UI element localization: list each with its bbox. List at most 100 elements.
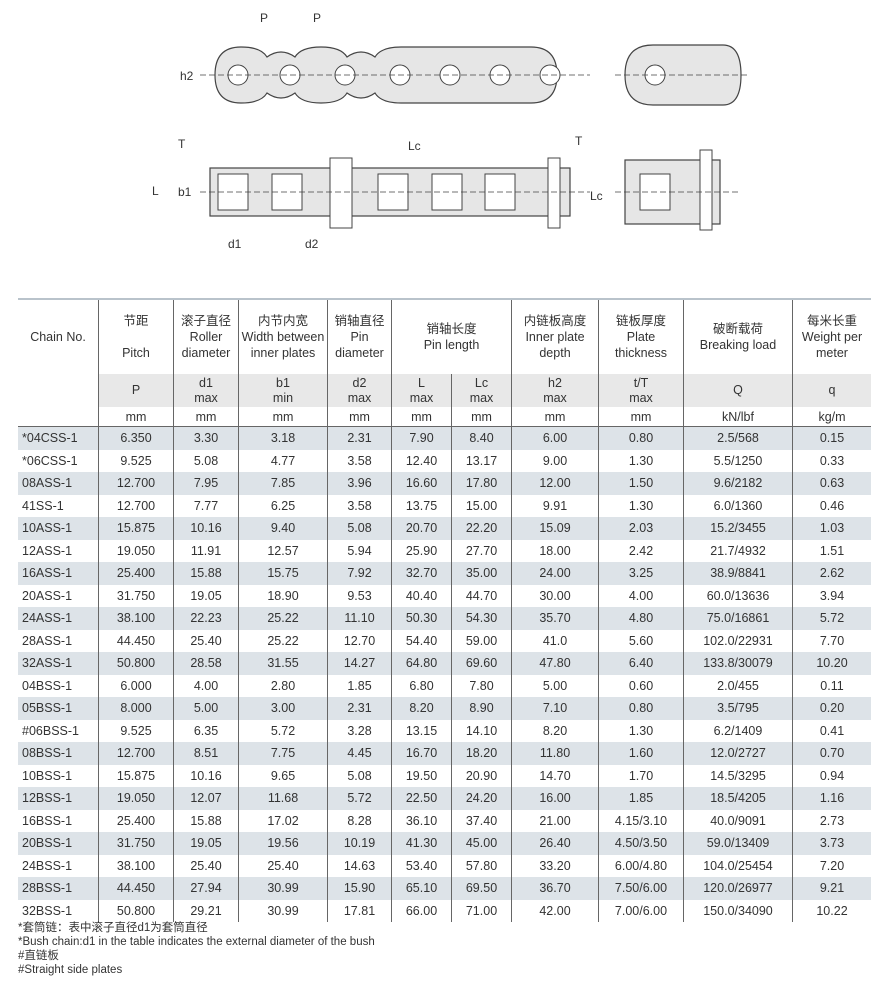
value-cell: 5.94 — [327, 539, 392, 562]
value-cell: 3.96 — [327, 472, 392, 495]
value-cell: 38.100 — [98, 607, 174, 630]
value-cell: 40.0/9091 — [683, 809, 793, 832]
value-cell: 6.35 — [173, 719, 239, 742]
value-cell: 6.2/1409 — [683, 719, 793, 742]
value-cell: 20.90 — [451, 764, 512, 787]
value-cell: 30.99 — [238, 877, 328, 900]
value-cell: 19.050 — [98, 539, 174, 562]
value-cell: 0.41 — [792, 719, 871, 742]
value-cell: 19.50 — [391, 764, 452, 787]
value-cell: 32.70 — [391, 562, 452, 585]
value-cell: 53.40 — [391, 854, 452, 877]
value-cell: 36.10 — [391, 809, 452, 832]
chain-no-cell: 10BSS-1 — [22, 768, 73, 783]
header-weight: 每米长重 Weight per meter — [792, 299, 871, 374]
value-cell: 65.10 — [391, 877, 452, 900]
value-cell: 18.00 — [511, 539, 599, 562]
value-cell: 19.050 — [98, 787, 174, 810]
unit-blank — [18, 407, 99, 427]
table-row: 12ASS-1 19.050 11.91 12.57 5.94 25.90 27.70 18.… — [18, 539, 871, 562]
value-cell: 9.53 — [327, 584, 392, 607]
value-cell: 13.75 — [391, 494, 452, 517]
table-row: 20BSS-1 31.750 19.05 19.56 10.19 41.30 45.00 26… — [18, 832, 871, 855]
value-cell: 3.18 — [238, 426, 328, 450]
table-row: 04BSS-1 6.000 4.00 2.80 1.85 6.80 7.80 5.00 0.60… — [18, 674, 871, 697]
value-cell: 19.05 — [173, 584, 239, 607]
value-cell: 6.0/1360 — [683, 494, 793, 517]
value-cell: 7.77 — [173, 494, 239, 517]
value-cell: 28.58 — [173, 652, 239, 675]
value-cell: 1.60 — [598, 742, 684, 765]
value-cell: 8.20 — [391, 697, 452, 720]
table-row: 10ASS-1 15.875 10.16 9.40 5.08 20.70 22.20 15.0… — [18, 517, 871, 540]
symbol-cell: d1 max — [173, 374, 239, 407]
table-row: 32ASS-1 50.800 28.58 31.55 14.27 64.80 69.60 47… — [18, 652, 871, 675]
value-cell: 35.70 — [511, 607, 599, 630]
unit-cell: kN/lbf — [683, 407, 793, 427]
value-cell: 25.90 — [391, 539, 452, 562]
value-cell: 0.94 — [792, 764, 871, 787]
value-cell: 102.0/22931 — [683, 629, 793, 652]
value-cell: 4.77 — [238, 449, 328, 472]
chain-no-cell: 28BSS-1 — [18, 877, 99, 900]
value-cell: 6.00 — [511, 426, 599, 450]
header-pin-diameter: 销轴直径 Pin diameter — [327, 299, 392, 374]
value-cell: 60.0/13636 — [683, 584, 793, 607]
footnote: *Bush chain:d1 in the table indicates th… — [18, 936, 375, 948]
value-cell: 36.70 — [511, 877, 599, 900]
chain-spec-table: Chain No. 节距 Pitch 滚子直径 Roller diameter 内节… — [18, 298, 871, 922]
value-cell: 18.90 — [238, 584, 328, 607]
pitch-label: P — [260, 11, 268, 25]
table-row: 24BSS-1 38.100 25.40 25.40 14.63 53.40 57.80 33… — [18, 854, 871, 877]
value-cell: 29.21 — [173, 899, 239, 922]
value-cell: 2.03 — [598, 517, 684, 540]
value-cell: 50.30 — [391, 607, 452, 630]
symbol-cell: t/T max — [598, 374, 684, 407]
value-cell: 14.70 — [511, 764, 599, 787]
header-inner-plate-depth: 内链板高度 Inner plate depth — [511, 299, 599, 374]
value-cell: 64.80 — [391, 652, 452, 675]
value-cell: 7.10 — [511, 697, 599, 720]
value-cell: 14.27 — [327, 652, 392, 675]
value-cell: 44.450 — [98, 629, 174, 652]
value-cell: 59.00 — [451, 629, 512, 652]
value-cell: 8.20 — [511, 719, 599, 742]
value-cell: 38.100 — [98, 854, 174, 877]
chain-no-cell: 32ASS-1 — [18, 652, 99, 675]
value-cell: 6.350 — [98, 426, 174, 450]
unit-cell: mm — [598, 407, 684, 427]
symbol-cell: q — [792, 374, 871, 407]
chain-no-cell: 04BSS-1 — [22, 678, 73, 693]
value-cell: 37.40 — [451, 809, 512, 832]
value-cell: 7.75 — [238, 742, 328, 765]
value-cell: 4.15/3.10 — [598, 809, 684, 832]
value-cell: 3.94 — [792, 584, 871, 607]
value-cell: 21.7/4932 — [683, 539, 793, 562]
value-cell: 15.875 — [98, 517, 174, 540]
value-cell: 6.80 — [391, 674, 452, 697]
value-cell: 104.0/25454 — [683, 854, 793, 877]
value-cell: 2.62 — [792, 562, 871, 585]
value-cell: 20.70 — [391, 517, 452, 540]
table-row: 20ASS-1 31.750 19.05 18.90 9.53 40.40 44.70 30.… — [18, 584, 871, 607]
chain-no-cell: 12BSS-1 — [18, 787, 99, 810]
value-cell: 7.95 — [173, 472, 239, 495]
value-cell: 0.80 — [598, 426, 684, 450]
b1-label: b1 — [178, 185, 192, 199]
value-cell: 15.875 — [98, 764, 174, 787]
value-cell: 31.750 — [98, 584, 174, 607]
value-cell: 69.60 — [451, 652, 512, 675]
value-cell: 33.20 — [511, 854, 599, 877]
h2-label: h2 — [180, 69, 194, 83]
value-cell: 12.700 — [98, 742, 174, 765]
chain-no-cell: 24BSS-1 — [22, 858, 73, 873]
value-cell: 2.31 — [327, 426, 392, 450]
unit-cell: mm — [238, 407, 328, 427]
value-cell: 15.00 — [451, 494, 512, 517]
value-cell: 3.28 — [327, 719, 392, 742]
value-cell: 22.20 — [451, 517, 512, 540]
value-cell: 19.56 — [238, 832, 328, 855]
value-cell: 120.0/26977 — [683, 877, 793, 900]
value-cell: 27.70 — [451, 539, 512, 562]
value-cell: 38.9/8841 — [683, 562, 793, 585]
